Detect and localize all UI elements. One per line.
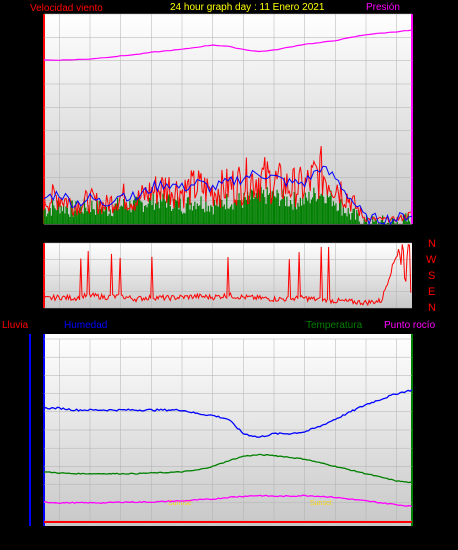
wind-speed-label: Velocidad viento [30, 3, 103, 14]
wind-speed-line [43, 165, 413, 226]
temperature-line [43, 453, 413, 484]
compass-e: E [428, 286, 435, 298]
rain-label: Lluvia [2, 320, 29, 331]
direction-line [43, 243, 412, 307]
temperature-label: Temperatura [306, 320, 363, 331]
pressure-line [44, 29, 413, 61]
sunrise-label: Sunrise [168, 500, 192, 507]
chart-title: 24 hour graph day : 11 Enero 2021 [170, 2, 325, 13]
compass-w: W [426, 254, 437, 266]
wind-gust-line [43, 146, 411, 223]
dewpoint-label: Punto rocío [384, 320, 436, 331]
pressure-label: Presión [366, 2, 400, 13]
compass-n-bottom: N [428, 302, 436, 314]
humidity-line [43, 389, 413, 438]
compass-n-top: N [428, 238, 436, 250]
compass-s: S [428, 270, 435, 282]
dewpoint-line [43, 494, 413, 508]
humidity-label: Humedad [64, 320, 107, 331]
sunset-label: Sunset [310, 500, 332, 507]
